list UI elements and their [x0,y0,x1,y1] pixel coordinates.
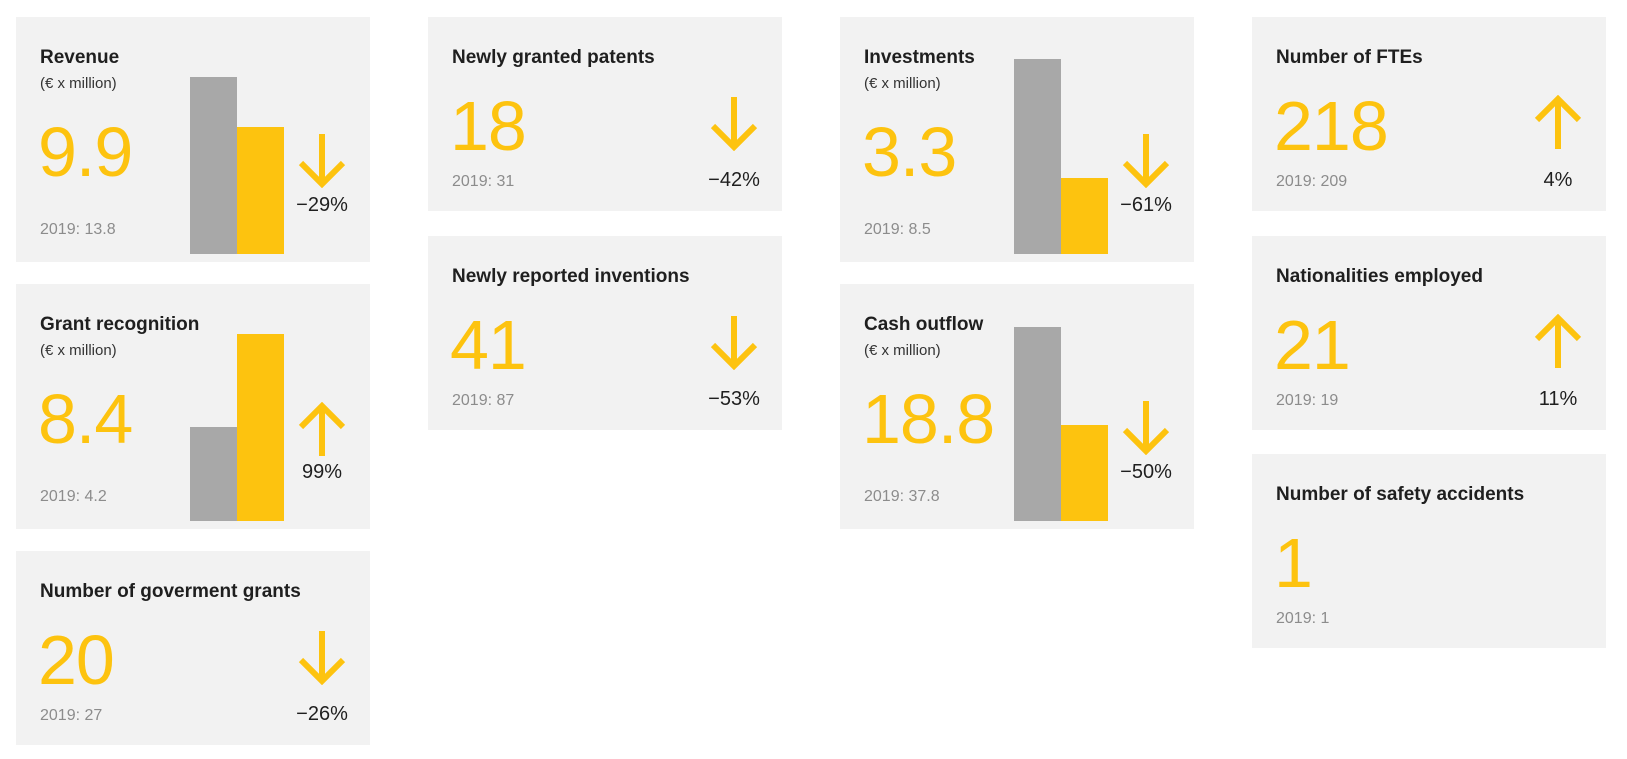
card-title: Newly reported inventions [452,266,690,287]
card-change: 4% [1543,169,1573,191]
bar-2020 [1061,425,1108,521]
card-change: −50% [1120,461,1172,483]
arrow-down-icon [1122,134,1170,188]
investments-bar-chart [1014,59,1108,254]
arrow-down-icon [710,97,758,151]
card-change: −29% [296,194,348,216]
card-value: 20 [38,621,115,699]
card-previous-value: 2019: 209 [1276,173,1348,190]
arrow-up-icon [1534,314,1582,368]
arrow-down-icon [1122,401,1170,455]
card-value: 1 [1274,524,1313,602]
card-value: 9.9 [38,113,133,191]
card-title: Cash outflow [864,314,984,335]
arrow-up-icon [1534,95,1582,149]
card-change: 99% [301,461,343,483]
card-change: −53% [708,388,760,410]
card-title: Nationalities employed [1276,266,1483,287]
card-value: 41 [450,306,527,384]
ftes-card: Number of FTEs 218 2019: 209 4% [1252,17,1606,211]
grant-recognition-bar-chart [190,334,284,521]
card-unit: (€ x million) [40,75,117,92]
safety-accidents-card: Number of safety accidents 1 2019: 1 [1252,454,1606,648]
bar-2019 [1014,59,1061,254]
card-value: 8.4 [38,380,133,458]
arrow-down-icon [298,631,346,685]
card-value: 3.3 [862,113,957,191]
card-previous-value: 2019: 1 [1276,610,1330,627]
bar-2019 [1014,327,1061,521]
card-value: 18.8 [862,380,995,458]
card-value: 21 [1274,306,1351,384]
card-unit: (€ x million) [864,342,941,359]
card-title: Number of goverment grants [40,581,301,602]
grant-recognition-card: Grant recognition (€ x million) 8.4 2019… [16,284,370,529]
revenue-bar-chart [190,77,284,254]
arrow-down-icon [710,316,758,370]
card-change: −42% [708,169,760,191]
card-unit: (€ x million) [864,75,941,92]
card-title: Number of FTEs [1276,47,1423,68]
bar-2020 [237,334,284,521]
card-title: Investments [864,47,975,68]
card-title: Newly granted patents [452,47,655,68]
card-value: 218 [1274,87,1389,165]
card-previous-value: 2019: 4.2 [40,488,107,505]
card-previous-value: 2019: 19 [1276,392,1339,409]
cash-outflow-bar-chart [1014,327,1108,521]
card-previous-value: 2019: 8.5 [864,221,931,238]
inventions-card: Newly reported inventions 41 2019: 87 −5… [428,236,782,430]
arrow-down-icon [298,134,346,188]
cash-outflow-card: Cash outflow (€ x million) 18.8 2019: 37… [840,284,1194,529]
card-previous-value: 2019: 87 [452,392,515,409]
revenue-card: Revenue (€ x million) 9.9 2019: 13.8 −29… [16,17,370,262]
card-change: −61% [1120,194,1172,216]
card-title: Revenue [40,47,120,68]
card-previous-value: 2019: 13.8 [40,221,116,238]
card-change: 11% [1538,388,1578,410]
card-value: 18 [450,87,527,165]
bar-2020 [237,127,284,254]
nationalities-card: Nationalities employed 21 2019: 19 11% [1252,236,1606,430]
card-title: Number of safety accidents [1276,484,1525,505]
arrow-up-icon [298,402,346,456]
investments-card: Investments (€ x million) 3.3 2019: 8.5 … [840,17,1194,262]
card-title: Grant recognition [40,314,200,335]
card-previous-value: 2019: 27 [40,707,103,724]
card-change: −26% [296,703,348,725]
card-previous-value: 2019: 37.8 [864,488,940,505]
government-grants-card: Number of goverment grants 20 2019: 27 −… [16,551,370,745]
patents-card: Newly granted patents 18 2019: 31 −42% [428,17,782,211]
bar-2020 [1061,178,1108,254]
bar-2019 [190,427,237,521]
card-previous-value: 2019: 31 [452,173,515,190]
card-unit: (€ x million) [40,342,117,359]
bar-2019 [190,77,237,254]
